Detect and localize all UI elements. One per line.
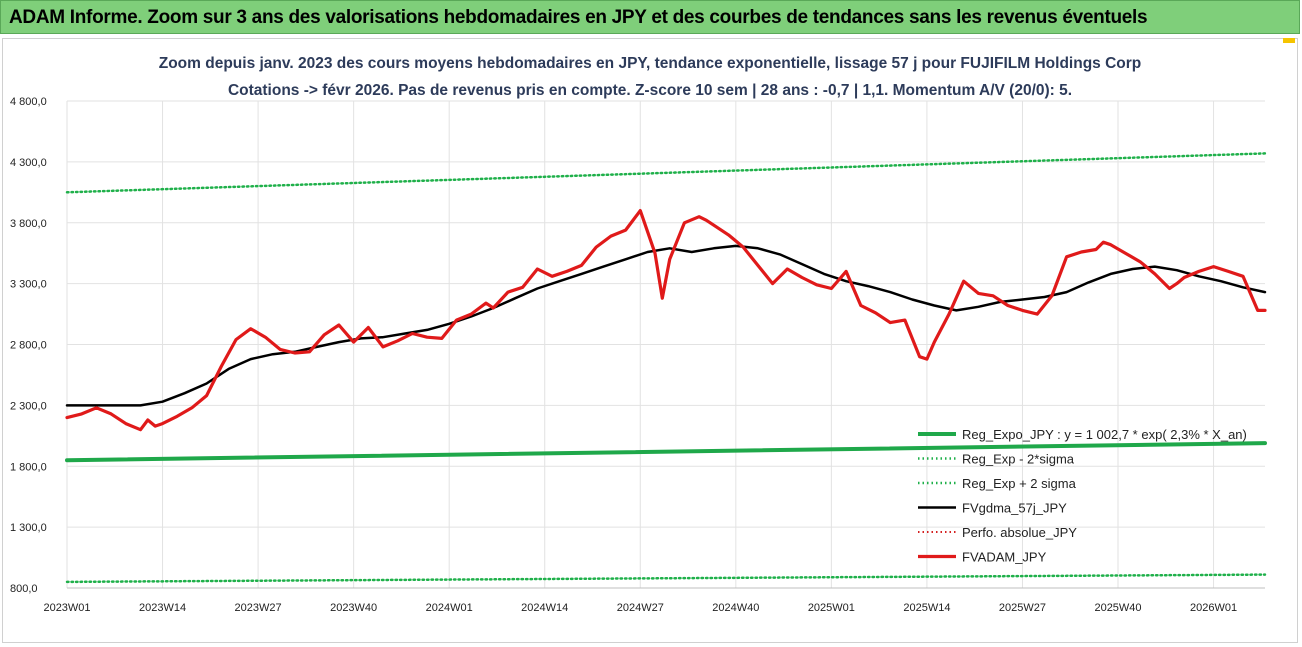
- series-fvadam-line: [65, 209, 1267, 432]
- legend-label-series-reg-expo: Reg_Expo_JPY : y = 1 002,7 * exp( 2,3% *…: [962, 427, 1247, 442]
- x-tick-label: 2025W27: [999, 602, 1046, 614]
- legend: Reg_Expo_JPY : y = 1 002,7 * exp( 2,3% *…: [918, 427, 1247, 565]
- grid-lines: [66, 100, 1265, 589]
- y-tick-label: 800,0: [10, 583, 38, 595]
- x-tick-label: 2023W14: [139, 602, 186, 614]
- y-tick-label: 4 300,0: [10, 157, 47, 169]
- y-tick-label: 1 300,0: [10, 522, 47, 534]
- x-tick-label: 2024W14: [521, 602, 568, 614]
- chart-title: Zoom depuis janv. 2023 des cours moyens …: [159, 55, 1142, 72]
- corner-marker: [1283, 38, 1295, 43]
- header-banner: ADAM Informe. Zoom sur 3 ans des valoris…: [0, 0, 1300, 34]
- x-tick-label: 2023W27: [235, 602, 282, 614]
- y-tick-label: 4 800,0: [10, 96, 47, 108]
- series-reg-minus-2sigma-line: [65, 573, 1267, 584]
- x-tick-label: 2024W01: [426, 602, 473, 614]
- series-reg-expo-line: [65, 441, 1267, 463]
- series-group: [65, 152, 1267, 584]
- legend-label-series-fvgdma: FVgdma_57j_JPY: [962, 501, 1067, 516]
- legend-label-series-reg-plus-2sigma: Reg_Exp + 2 sigma: [962, 476, 1077, 491]
- series-fvgdma-line: [65, 244, 1267, 407]
- y-tick-label: 1 800,0: [10, 461, 47, 473]
- x-tick-label: 2025W40: [1094, 602, 1141, 614]
- x-tick-label: 2025W14: [903, 602, 950, 614]
- series-reg-plus-2sigma-line: [65, 152, 1267, 194]
- legend-label-series-reg-minus-2sigma: Reg_Exp - 2*sigma: [962, 452, 1075, 467]
- y-tick-label: 3 800,0: [10, 218, 47, 230]
- chart-subtitle: Cotations -> févr 2026. Pas de revenus p…: [228, 82, 1072, 99]
- chart-frame: [2, 38, 1298, 643]
- x-tick-label: 2024W40: [712, 602, 759, 614]
- x-tick-label: 2023W40: [330, 602, 377, 614]
- x-tick-label: 2025W01: [808, 602, 855, 614]
- y-tick-label: 2 300,0: [10, 400, 47, 412]
- header-title: ADAM Informe. Zoom sur 3 ans des valoris…: [9, 7, 1148, 28]
- legend-label-series-fvadam: FVADAM_JPY: [962, 550, 1047, 565]
- y-tick-label: 3 300,0: [10, 279, 47, 291]
- legend-label-series-perf-absolue: Perfo. absolue_JPY: [962, 525, 1077, 540]
- x-tick-label: 2026W01: [1190, 602, 1237, 614]
- x-axis-ticks: 2023W01 2023W14 2023W27 2023W40 2024W01 2024W…: [43, 602, 1237, 614]
- x-tick-label: 2023W01: [43, 602, 90, 614]
- x-tick-label: 2024W27: [617, 602, 664, 614]
- y-tick-label: 2 800,0: [10, 340, 47, 352]
- y-axis-ticks: 800,0 1 300,0 1 800,0 2 300,0 2 800,0 3 300,0…: [10, 96, 47, 595]
